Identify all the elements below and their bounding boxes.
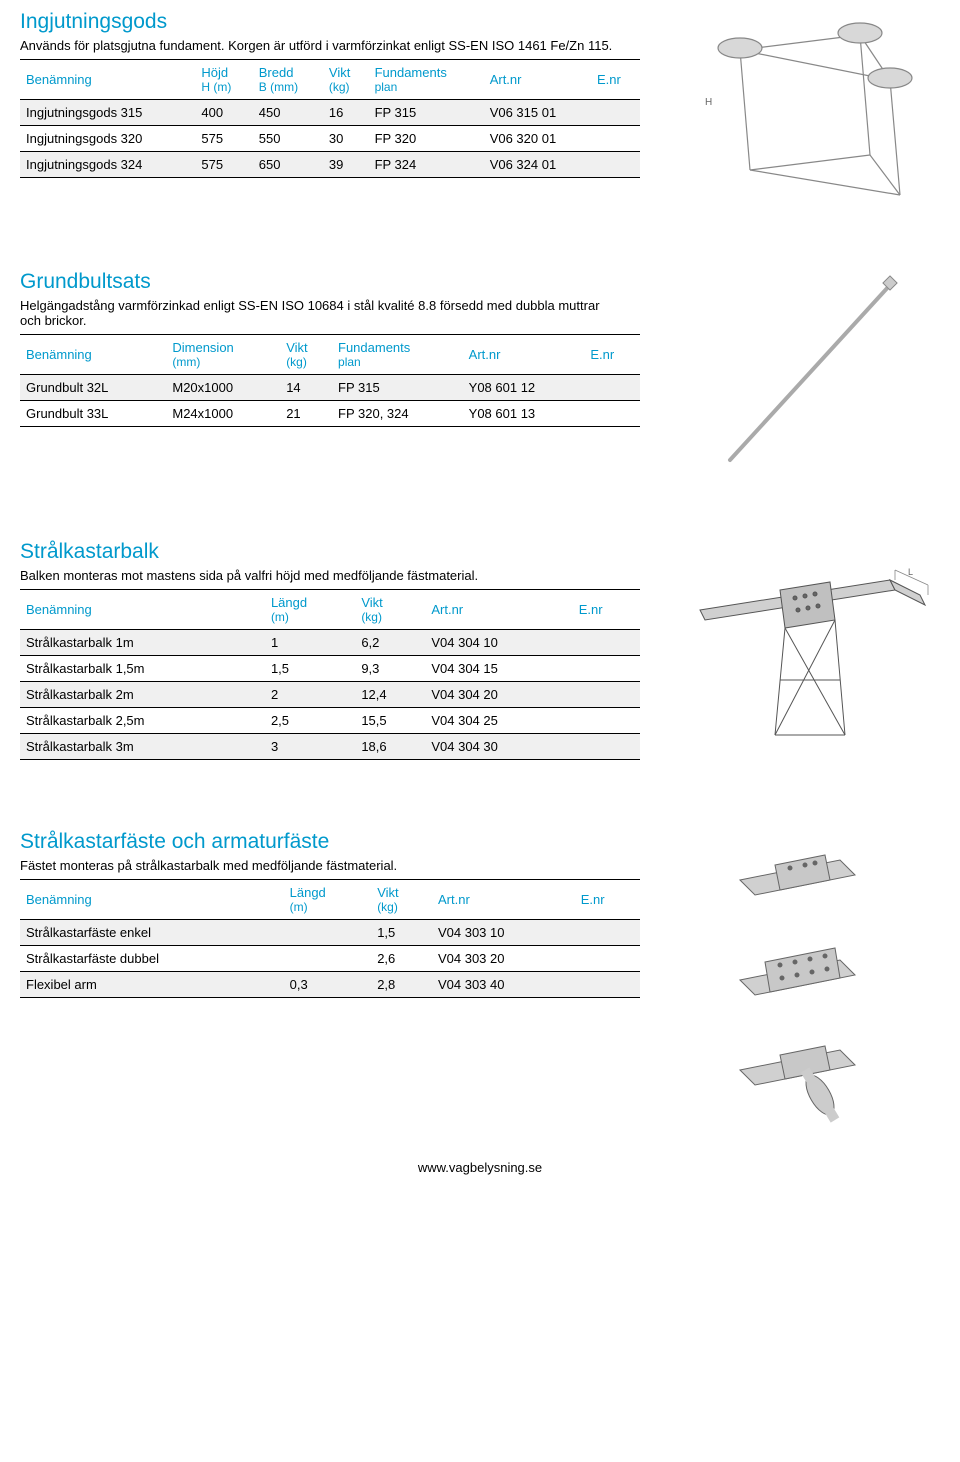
col-bredd: BreddB (mm) xyxy=(253,60,323,100)
col-vikt: Vikt(kg) xyxy=(355,590,425,630)
product-illustration: H xyxy=(670,10,940,200)
col-enr: E.nr xyxy=(575,880,640,920)
table-stralkastarfaste: Benämning Längd(m) Vikt(kg) Art.nr E.nr … xyxy=(20,879,640,998)
product-illustration: L xyxy=(670,540,940,740)
col-artnr: Art.nr xyxy=(432,880,575,920)
page-footer: www.vagbelysning.se xyxy=(20,1160,940,1175)
col-enr: E.nr xyxy=(584,335,640,375)
table-row: Flexibel arm 0,3 2,8 V04 303 40 xyxy=(20,972,640,998)
col-langd: Längd(m) xyxy=(265,590,355,630)
section-stralkastarfaste: Strålkastarfäste och armaturfäste Fästet… xyxy=(20,830,940,1130)
section-stralkastarbalk: Strålkastarbalk Balken monteras mot mast… xyxy=(20,540,940,760)
product-illustration xyxy=(670,830,940,1130)
col-plan: Fundamentsplan xyxy=(332,335,463,375)
section-desc: Helgängadstång varmförzinkad enligt SS-E… xyxy=(20,298,620,328)
table-row: Strålkastarfäste dubbel 2,6 V04 303 20 xyxy=(20,946,640,972)
table-row: Strålkastarbalk 2m 2 12,4 V04 304 20 xyxy=(20,682,640,708)
col-dimension: Dimension(mm) xyxy=(166,335,280,375)
col-hojd: HöjdH (m) xyxy=(195,60,252,100)
section-grundbultsats: Grundbultsats Helgängadstång varmförzink… xyxy=(20,270,940,470)
table-row: Grundbult 33L M24x1000 21 FP 320, 324 Y0… xyxy=(20,401,640,427)
table-row: Ingjutningsgods 320 575 550 30 FP 320 V0… xyxy=(20,126,640,152)
svg-text:H: H xyxy=(705,97,712,108)
table-row: Grundbult 32L M20x1000 14 FP 315 Y08 601… xyxy=(20,375,640,401)
col-benamning: Benämning xyxy=(20,590,265,630)
table-row: Ingjutningsgods 315 400 450 16 FP 315 V0… xyxy=(20,100,640,126)
col-vikt: Vikt(kg) xyxy=(371,880,432,920)
section-title: Ingjutningsgods xyxy=(20,10,640,34)
section-title: Strålkastarfäste och armaturfäste xyxy=(20,830,640,854)
col-vikt: Vikt(kg) xyxy=(280,335,332,375)
section-desc: Fästet monteras på strålkastarbalk med m… xyxy=(20,858,620,873)
section-ingjutningsgods: Ingjutningsgods Används för platsgjutna … xyxy=(20,10,940,200)
col-vikt: Vikt(kg) xyxy=(323,60,369,100)
col-langd: Längd(m) xyxy=(284,880,372,920)
table-row: Ingjutningsgods 324 575 650 39 FP 324 V0… xyxy=(20,152,640,178)
col-artnr: Art.nr xyxy=(463,335,585,375)
section-desc: Används för platsgjutna fundament. Korge… xyxy=(20,38,620,53)
section-desc: Balken monteras mot mastens sida på valf… xyxy=(20,568,620,583)
svg-text:L: L xyxy=(908,567,913,577)
col-enr: E.nr xyxy=(591,60,640,100)
section-title: Grundbultsats xyxy=(20,270,640,294)
col-enr: E.nr xyxy=(573,590,640,630)
col-plan: Fundamentsplan xyxy=(369,60,484,100)
table-stralkastarbalk: Benämning Längd(m) Vikt(kg) Art.nr E.nr … xyxy=(20,589,640,760)
table-row: Strålkastarfäste enkel 1,5 V04 303 10 xyxy=(20,920,640,946)
col-artnr: Art.nr xyxy=(484,60,591,100)
col-benamning: Benämning xyxy=(20,60,195,100)
col-benamning: Benämning xyxy=(20,880,284,920)
table-row: Strålkastarbalk 2,5m 2,5 15,5 V04 304 25 xyxy=(20,708,640,734)
section-title: Strålkastarbalk xyxy=(20,540,640,564)
col-benamning: Benämning xyxy=(20,335,166,375)
table-grundbultsats: Benämning Dimension(mm) Vikt(kg) Fundame… xyxy=(20,334,640,427)
table-ingjutningsgods: Benämning HöjdH (m) BreddB (mm) Vikt(kg)… xyxy=(20,59,640,178)
table-row: Strålkastarbalk 1m 1 6,2 V04 304 10 xyxy=(20,630,640,656)
table-row: Strålkastarbalk 3m 3 18,6 V04 304 30 xyxy=(20,734,640,760)
col-artnr: Art.nr xyxy=(425,590,572,630)
product-illustration xyxy=(670,270,940,470)
table-row: Strålkastarbalk 1,5m 1,5 9,3 V04 304 15 xyxy=(20,656,640,682)
